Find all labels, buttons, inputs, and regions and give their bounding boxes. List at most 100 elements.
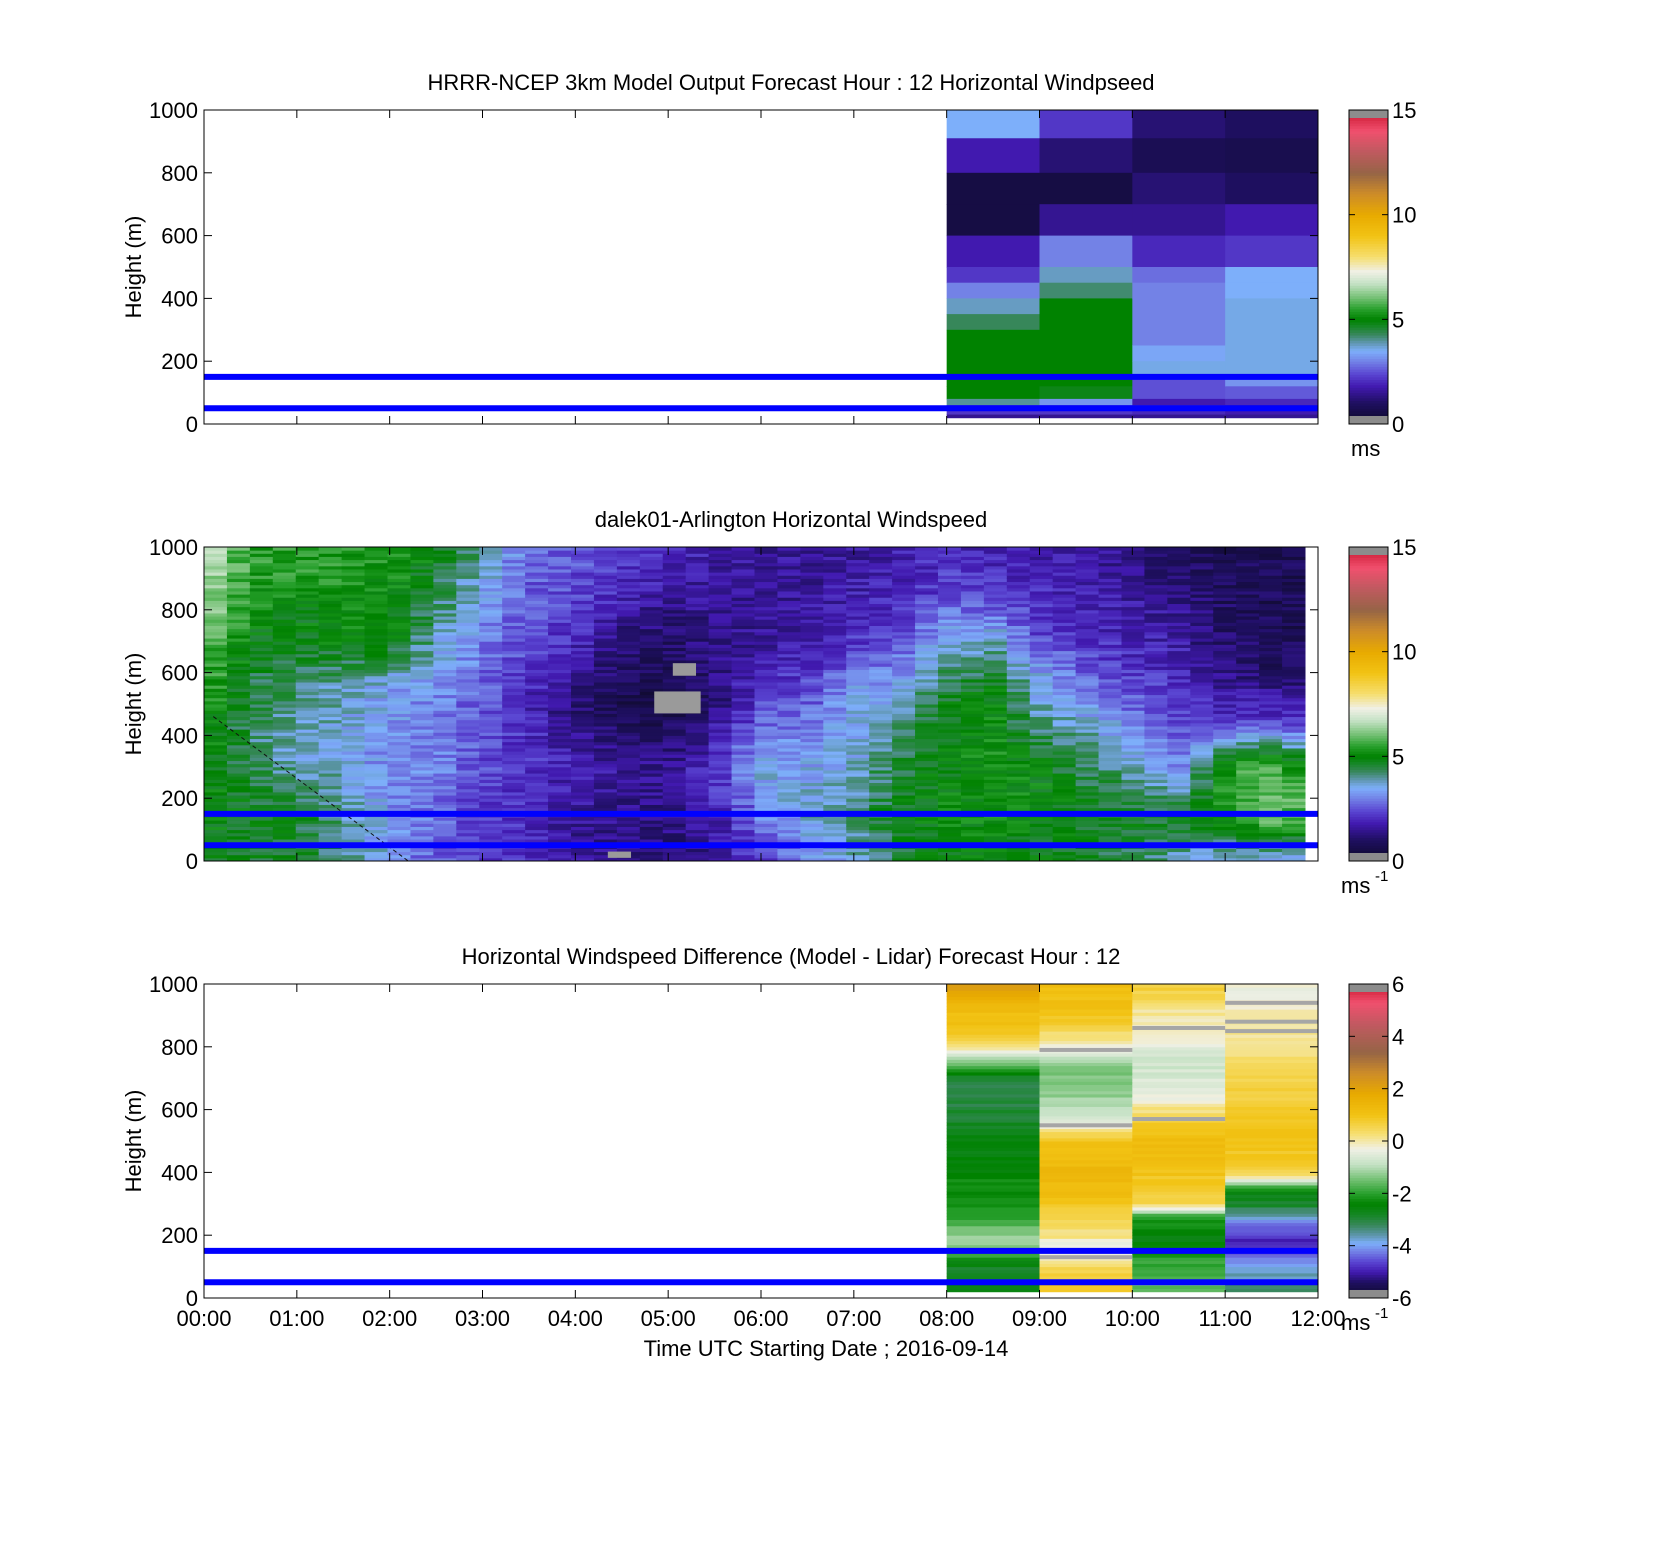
heatmap-cell [754,817,778,821]
heatmap-cell [1144,559,1168,564]
heatmap-cell [456,700,480,705]
heatmap-cell [1259,820,1283,824]
heatmap-cell [387,741,411,746]
heatmap-cell [1029,619,1054,623]
heatmap-cell [639,647,664,652]
heatmap-cell [1167,795,1191,799]
heatmap-cell [226,760,251,765]
heatmap-cell [593,675,618,680]
heatmap-cell [731,791,756,796]
heatmap-cell [571,817,595,821]
heatmap-cell [318,854,343,859]
heatmap-cell [1144,760,1168,765]
heatmap-cell [341,719,366,724]
heatmap-cell [295,675,320,680]
colorbar-swatch [1349,222,1388,226]
heatmap-cell [892,694,916,699]
heatmap-cell [295,738,320,743]
heatmap-cell [295,754,320,758]
heatmap-cell [731,550,756,554]
colorbar-swatch [1349,149,1388,153]
heatmap-cell [1167,710,1191,714]
heatmap-cell [525,634,549,639]
heatmap-cell [1098,631,1123,636]
heatmap-cell [823,612,847,617]
heatmap-cell [226,612,251,617]
heatmap-cell [1029,725,1054,730]
heatmap-cell [525,773,549,777]
heatmap-cell [502,823,526,827]
heatmap-cell [249,776,274,780]
heatmap-cell [823,763,847,768]
heatmap-cell [502,697,526,702]
heatmap-cell [456,795,480,799]
heatmap-cell [1075,559,1100,564]
heatmap-cell [754,550,778,554]
heatmap-cell [754,663,778,667]
heatmap-cell [1213,675,1237,680]
heatmap-cell [1052,559,1077,564]
heatmap-cell [1190,788,1214,793]
heatmap-cell [456,553,480,557]
heatmap-cell [983,801,1008,805]
heatmap-cell [708,735,733,740]
heatmap-cell [525,754,549,758]
heatmap-cell [708,851,733,856]
heatmap-cell [800,685,824,689]
heatmap-cell [410,710,434,714]
heatmap-cell [204,710,228,714]
heatmap-cell [946,398,1040,406]
heatmap-cell [1098,575,1123,579]
heatmap-cell [1190,650,1214,655]
heatmap-cell [341,747,366,752]
heatmap-cell [639,572,664,576]
heatmap-cell [960,634,985,639]
colorbar-swatch [1349,167,1388,171]
heatmap-cell [846,857,870,862]
heatmap-cell [639,785,664,790]
heatmap-cell [410,556,434,561]
heatmap-cell [593,556,618,561]
heatmap-cell [915,575,939,579]
heatmap-cell [272,550,297,554]
heatmap-cell [616,835,641,840]
heatmap-cell [1121,854,1145,859]
heatmap-cell [318,697,343,702]
heatmap-cell [1259,644,1283,648]
heatmap-cell [1052,779,1077,783]
heatmap-cell [295,725,320,730]
heatmap-cell [1144,710,1168,714]
heatmap-cell [249,722,274,727]
heatmap-cell [869,747,893,752]
heatmap-cell [456,678,480,683]
heatmap-cell [1259,735,1283,740]
heatmap-cell [1213,590,1237,595]
colorbar-swatch [1349,235,1388,239]
heatmap-cell [502,829,526,834]
heatmap-cell [960,625,985,630]
heatmap-cell [892,804,916,809]
heatmap-cell [777,565,801,570]
heatmap-cell [1259,660,1283,664]
heatmap-cell [548,760,572,765]
heatmap-cell [708,725,733,730]
heatmap-cell [1213,682,1237,686]
heatmap-cell [892,785,916,790]
heatmap-cell [1121,839,1145,843]
heatmap-cell [1144,697,1168,702]
heatmap-cell [1075,776,1100,780]
heatmap-cell [823,669,847,674]
heatmap-cell [915,638,939,642]
heatmap-cell [571,760,595,765]
heatmap-cell [708,754,733,758]
heatmap-cell [525,578,549,583]
heatmap-cell [1052,622,1077,626]
heatmap-cell [662,839,687,843]
heatmap-cell [1121,700,1145,705]
heatmap-cell [1213,660,1237,664]
heatmap-cell [272,616,297,620]
heatmap-cell [1144,660,1168,664]
heatmap-cell [616,685,641,689]
heatmap-cell [1282,788,1306,793]
heatmap-cell [1167,801,1191,805]
